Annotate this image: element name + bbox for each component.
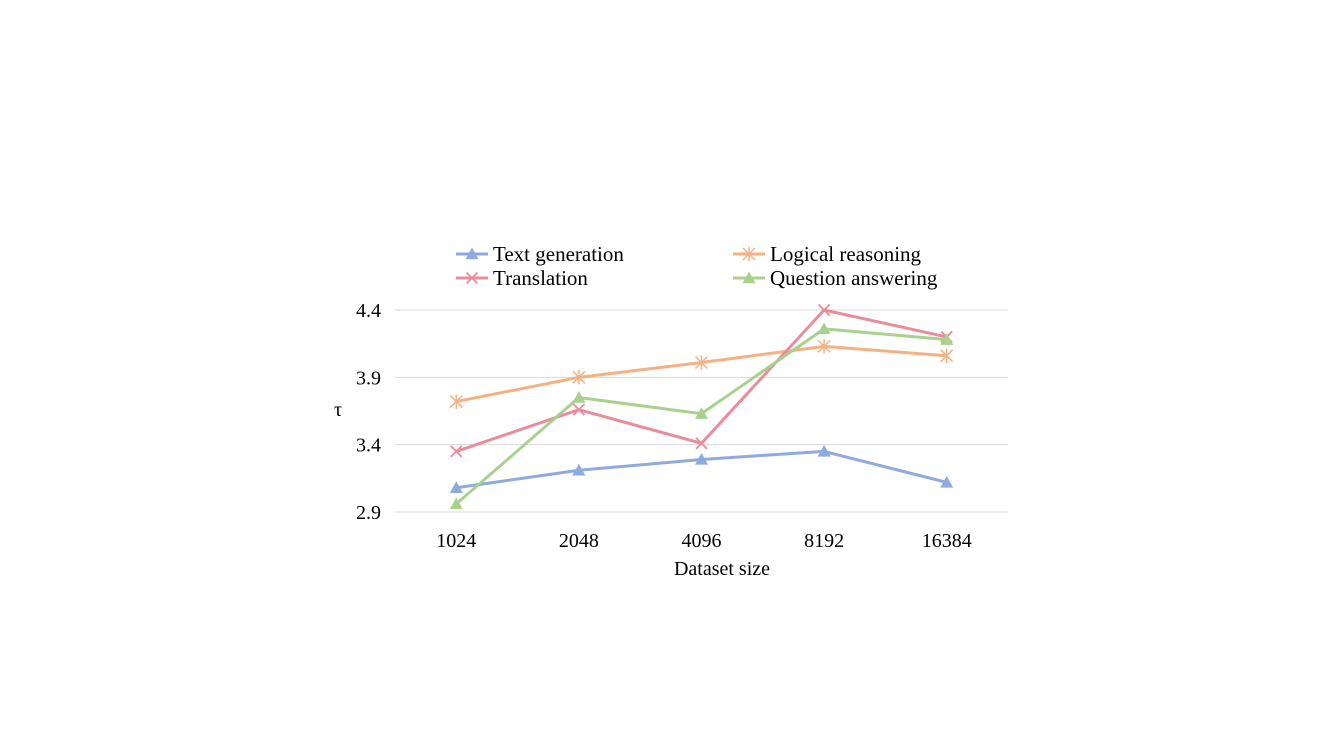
- y-axis-label: τ: [334, 399, 342, 421]
- data-point-legend: [742, 271, 756, 284]
- legend-label: Translation: [493, 266, 588, 290]
- data-point-8192: [817, 303, 831, 317]
- data-point-legend: [465, 247, 479, 260]
- x-tick-label: 2048: [559, 530, 599, 552]
- y-tick-label: 4.4: [356, 300, 381, 322]
- data-point-16384: [940, 333, 954, 345]
- data-point-1024: [449, 481, 463, 493]
- data-point-8192: [817, 444, 831, 457]
- data-point-1024: [449, 394, 463, 409]
- legend: Text generation Logical reasoning Translat…: [456, 242, 938, 290]
- series-logical-reasoning: [449, 339, 954, 409]
- x-tick-label: 8192: [804, 530, 844, 552]
- x-tick-label: 16384: [922, 530, 972, 552]
- legend-item: Translation: [456, 266, 588, 290]
- legend-item: Question answering: [733, 266, 938, 290]
- data-point-4096: [695, 437, 708, 450]
- data-point-8192: [817, 339, 831, 354]
- legend-label: Logical reasoning: [770, 242, 922, 266]
- gridlines: [395, 309, 1008, 513]
- series-text-generation: [449, 444, 954, 493]
- axes: Dataset size τ 2.9 3.4 3.9 4.4 1024 2048 4096 8…: [334, 300, 972, 580]
- data-point-2048: [572, 391, 586, 403]
- data-point-4096: [695, 452, 708, 465]
- series-translation: [450, 303, 953, 458]
- data-point-2048: [572, 370, 586, 385]
- y-tick-label: 2.9: [356, 502, 381, 524]
- series-line: [455, 308, 948, 453]
- legend-item: Text generation: [456, 242, 624, 266]
- data-point-16384: [940, 348, 954, 363]
- series-question-answering: [449, 322, 954, 510]
- data-point-4096: [694, 355, 709, 370]
- legend-item: Logical reasoning: [733, 242, 922, 266]
- legend-label: Text generation: [493, 242, 624, 266]
- data-point-1024: [450, 445, 463, 458]
- legend-label: Question answering: [770, 266, 938, 290]
- series-lines: [449, 303, 954, 510]
- y-tick-label: 3.9: [356, 367, 381, 389]
- data-point-legend: [742, 246, 756, 262]
- data-point-16384: [940, 475, 954, 488]
- data-point-2048: [572, 403, 586, 416]
- data-point-legend: [465, 271, 479, 285]
- data-point-2048: [572, 463, 586, 476]
- x-tick-label: 4096: [682, 530, 722, 552]
- data-point-1024: [449, 497, 463, 510]
- data-point-4096: [695, 407, 708, 419]
- y-tick-label: 3.4: [356, 435, 381, 457]
- series-line: [456, 344, 947, 404]
- data-point-8192: [817, 322, 831, 335]
- x-axis-label: Dataset size: [674, 558, 770, 580]
- x-tick-label: 1024: [436, 530, 476, 552]
